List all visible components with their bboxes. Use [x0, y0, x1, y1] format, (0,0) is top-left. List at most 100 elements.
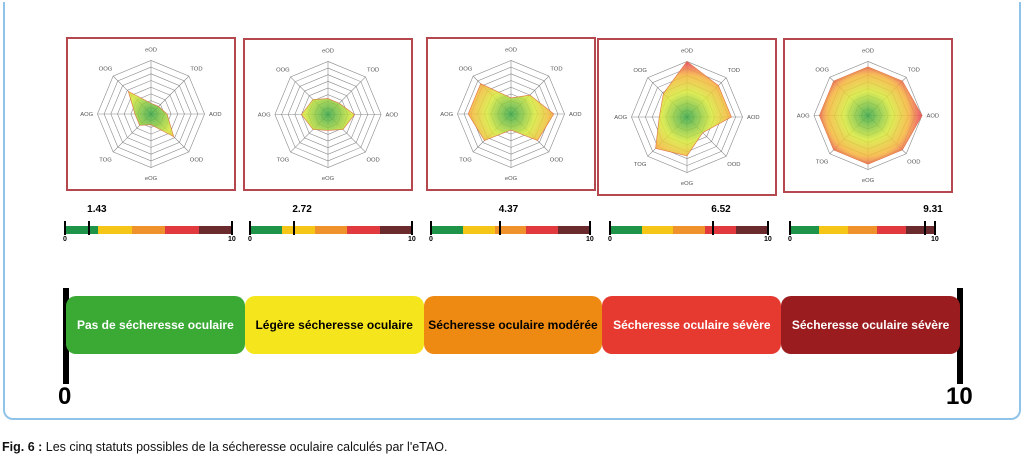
status-segment-5: Sécheresse oculaire sévère [781, 296, 960, 354]
caption-text: Les cinq statuts possibles de la séchere… [42, 440, 448, 454]
score-value: 1.43 [87, 204, 107, 215]
scale-segment [431, 226, 463, 234]
radar-axis-label: OOD [550, 157, 563, 163]
score-marker [87, 221, 90, 235]
scale-segment [250, 226, 283, 234]
radar-axis-label: TOD [908, 68, 920, 74]
radar-axis-label: TOG [634, 162, 647, 168]
figure-caption: Fig. 6 : Les cinq statuts possibles de l… [2, 440, 447, 454]
radar-axis-label: AOD [747, 115, 760, 121]
radar-axis-label: TOG [277, 158, 290, 164]
score-value: 9.31 [923, 204, 943, 215]
scale-min-label: 0 [248, 236, 252, 243]
score-scale-4: 0 10 6.52 [608, 204, 772, 243]
radar-area [819, 66, 923, 165]
scale-start-tick [430, 221, 432, 235]
scale-max-label: 10 [586, 236, 594, 243]
scale-segment [347, 226, 380, 234]
big-scale-max: 10 [946, 383, 973, 410]
scale-segment [379, 226, 412, 234]
scale-min-label: 0 [63, 236, 67, 243]
scale-segment [494, 226, 527, 234]
scale-segment [641, 226, 674, 234]
scale-end-tick [231, 221, 233, 235]
scale-min-label: 0 [608, 236, 612, 243]
radar-axis-label: AOD [926, 113, 939, 119]
score-scale-2: 0 10 2.72 [248, 204, 416, 243]
radar-axis-label: OOG [99, 66, 113, 72]
score-scale-3: 0 10 4.37 [429, 204, 594, 243]
radar-axis-label: eOG [681, 181, 694, 187]
radar-area [467, 83, 555, 141]
scale-segment [198, 226, 232, 234]
scale-start-tick [64, 221, 66, 235]
score-value: 4.37 [498, 204, 519, 215]
radar-axis-label: TOD [190, 66, 202, 72]
scale-segment [906, 226, 935, 234]
scale-min-label: 0 [788, 236, 792, 243]
scale-start-tick [789, 221, 791, 235]
radar-axis-label: TOD [728, 68, 740, 74]
scale-start-tick [609, 221, 611, 235]
radar-chart-3: eOD TOD AOD OOD eOG TOG AOG OOG [426, 37, 596, 191]
scale-segment [526, 226, 559, 234]
scale-end-tick [411, 221, 413, 235]
radar-chart-4: eOD TOD AOD OOD eOG TOG AOG OOG [597, 38, 777, 196]
scale-segment [610, 226, 642, 234]
scale-segment [673, 226, 705, 234]
scale-segment [314, 226, 348, 234]
scale-segment [877, 226, 906, 234]
radar-chart-2: eOD TOD AOD OOD eOG TOG AOG OOG [243, 38, 413, 191]
score-marker [923, 221, 926, 235]
radar-axis-label: AOG [80, 112, 93, 118]
radar-axis-label: AOG [797, 113, 810, 119]
radar-axis-label: eOG [322, 176, 335, 182]
scale-max-label: 10 [408, 236, 416, 243]
radar-axis-label: eOG [862, 178, 875, 184]
radar-axis-label: eOD [322, 49, 334, 55]
radar-axis-label: TOG [459, 157, 472, 163]
status-bar: Pas de sécheresse oculaire Légère séchere… [66, 296, 960, 356]
score-scale-1: 0 10 1.43 [63, 204, 236, 243]
scale-max-label: 10 [931, 236, 939, 243]
radar-axis-label: OOG [633, 68, 647, 74]
score-value: 6.52 [711, 204, 731, 215]
score-marker [499, 221, 502, 235]
big-scale-min: 0 [58, 383, 72, 410]
radar-axis-label: OOG [459, 66, 473, 72]
radar-chart-1: eOD TOD AOD OOD eOG TOG AOG OOG [66, 37, 236, 191]
radar-axis-label: AOG [440, 112, 453, 118]
scale-end-tick [589, 221, 591, 235]
scale-segment [462, 226, 495, 234]
scale-segment [736, 226, 768, 234]
radar-axis-label: eOG [505, 176, 518, 182]
radar-axis-label: OOD [366, 158, 379, 164]
radar-axis-label: eOD [505, 48, 517, 54]
scale-segment [131, 226, 166, 234]
scale-segment [848, 226, 877, 234]
scale-max-label: 10 [764, 236, 772, 243]
scale-segment [165, 226, 199, 234]
radar-axis-label: AOD [569, 112, 582, 118]
radar-axis-label: TOD [367, 67, 379, 73]
scale-max-label: 10 [228, 236, 236, 243]
status-segment-3: Sécheresse oculaire modérée [423, 296, 603, 354]
figure-frame [3, 2, 1021, 420]
radar-axis-label: AOD [209, 112, 222, 118]
radar-axis-label: eOD [145, 48, 157, 54]
scale-start-tick [249, 221, 251, 235]
radar-axis-label: AOD [385, 112, 398, 118]
radar-area [301, 98, 355, 131]
radar-axis-label: OOG [276, 67, 290, 73]
score-value: 2.72 [292, 204, 312, 215]
big-scale-end-tick [957, 288, 963, 384]
scale-segment [282, 226, 315, 234]
radar-axis-label: eOD [681, 49, 693, 55]
caption-prefix: Fig. 6 : [2, 440, 43, 454]
scale-segment [65, 226, 99, 234]
radar-chart-5: eOD TOD AOD OOD eOG TOG AOG OOG [783, 38, 953, 193]
scale-segment [558, 226, 590, 234]
status-segment-2: Légère sécheresse oculaire [244, 296, 424, 354]
radar-axis-label: TOG [99, 157, 112, 163]
status-segment-1: Pas de sécheresse oculaire [66, 296, 245, 354]
